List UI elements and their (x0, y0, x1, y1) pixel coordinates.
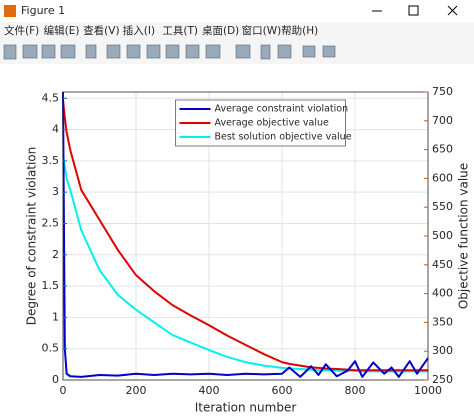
menu-item[interactable]: 桌面(D) (202, 24, 239, 37)
y2-tick-label: 450 (432, 258, 453, 271)
lines (62, 91, 429, 378)
window-title: Figure 1 (21, 4, 65, 17)
x-tick-label: 200 (126, 384, 147, 397)
title-bar (0, 0, 474, 22)
menu-item[interactable]: 窗口(W) (242, 24, 282, 37)
menu-item[interactable]: 编辑(E) (44, 24, 80, 37)
y-tick-label: 0.5 (42, 342, 60, 355)
y2-tick-label: 700 (432, 114, 453, 127)
y-tick-label: 4 (52, 123, 59, 136)
series-line (62, 99, 428, 372)
y2-tick-label: 250 (432, 373, 453, 386)
x-tick-label: 400 (199, 384, 220, 397)
x-tick-label: 1000 (414, 384, 442, 397)
maximize-button[interactable] (408, 5, 419, 16)
series-line (62, 91, 429, 378)
x-axis-label: Iteration number (195, 401, 297, 415)
y2-tick-label: 500 (432, 229, 453, 242)
x-tick-label: 600 (272, 384, 293, 397)
menu-item[interactable]: 文件(F) (4, 24, 39, 37)
y-tick-label: 1 (52, 310, 59, 323)
legend-label[interactable]: Average objective value (215, 118, 330, 129)
y-tick-label: 0 (52, 373, 59, 386)
y-tick-label: 2.5 (42, 216, 60, 229)
y-tick-label: 3.5 (42, 154, 60, 167)
legend-label[interactable]: Best solution objective value (215, 132, 352, 143)
menu-item[interactable]: 工具(T) (162, 25, 198, 37)
y2-tick-label: 750 (432, 85, 453, 98)
x-tick-label: 0 (60, 384, 67, 397)
toolbar-icons[interactable] (3, 44, 336, 60)
y2-tick-label: 600 (432, 171, 453, 184)
y2-axis-label: Objective function value (457, 163, 471, 309)
y2-tick-label: 550 (432, 200, 453, 213)
y-tick-label: 2 (52, 248, 59, 261)
y2-tick-label: 650 (432, 143, 453, 156)
y-tick-label: 1.5 (42, 279, 60, 292)
x-tick-label: 800 (345, 384, 366, 397)
menu-item[interactable]: 帮助(H) (281, 24, 318, 37)
menu-bar (0, 22, 474, 40)
close-button[interactable] (447, 5, 458, 16)
app-icon (4, 5, 16, 17)
y2-tick-label: 350 (432, 315, 453, 328)
legend-label[interactable]: Average constraint violation (215, 104, 349, 115)
y2-tick-label: 300 (432, 344, 453, 357)
y2-tick-label: 400 (432, 287, 453, 300)
menu-item[interactable]: 插入(I) (123, 24, 155, 37)
menu-item[interactable]: 查看(V) (83, 24, 119, 37)
y-tick-label: 3 (52, 185, 59, 198)
y-tick-label: 4.5 (42, 91, 60, 104)
y-axis-label: Degree of constraint violation (25, 147, 39, 326)
labels: 0 200 400 600 800 1000 0 0.5 1 1.5 2 2.5 3 3.5 4 4.5 250… (25, 85, 471, 415)
